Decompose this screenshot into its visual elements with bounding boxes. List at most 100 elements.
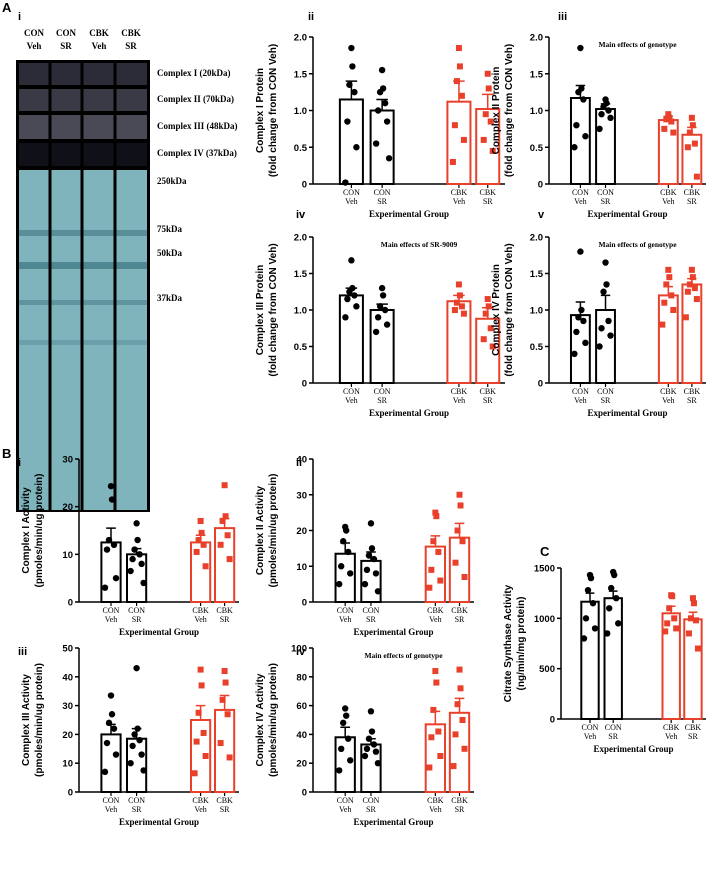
lane-label: CBK Veh [89, 28, 109, 51]
data-point [487, 118, 494, 125]
data-point [217, 541, 224, 548]
data-point [426, 764, 433, 771]
data-point [575, 88, 582, 96]
x-tick-label: CBK Veh [451, 387, 468, 405]
y-axis-label: (fold change from CON Veh) [504, 243, 515, 376]
marker-label: 75kDa [157, 224, 183, 234]
data-point [368, 728, 376, 735]
data-point [108, 711, 116, 718]
data-point [686, 129, 693, 136]
data-point [374, 760, 382, 767]
data-point [613, 595, 620, 602]
data-point [452, 559, 459, 566]
y-tick-label: 1000 [534, 614, 555, 625]
data-point [105, 536, 113, 544]
data-point [338, 745, 345, 752]
data-point [480, 336, 487, 343]
data-point [573, 328, 580, 336]
data-point [665, 111, 672, 118]
data-point [363, 566, 371, 574]
data-point [131, 731, 138, 738]
data-point [351, 88, 358, 96]
data-point [607, 332, 614, 339]
y-axis-label: Complex III Activity [21, 674, 32, 766]
data-point [484, 70, 491, 77]
y-tick-label: 1500 [534, 564, 555, 575]
data-point [376, 303, 384, 310]
x-tick-label: CBK SR [684, 387, 701, 405]
data-point [372, 570, 380, 577]
x-tick-label: CBK Veh [192, 606, 209, 624]
panel-label: iv [296, 646, 306, 658]
x-tick-label: CON Veh [337, 606, 354, 624]
data-point [688, 114, 695, 121]
data-point [662, 628, 669, 635]
data-point [661, 299, 668, 306]
panel-letter: B [2, 446, 11, 461]
data-point [110, 541, 118, 548]
data-point [485, 85, 492, 92]
data-point [385, 155, 393, 162]
data-point [688, 266, 695, 273]
data-point [191, 770, 198, 777]
x-tick-label: CON SR [128, 796, 145, 814]
data-point [430, 538, 437, 545]
data-point [367, 708, 375, 715]
data-point [195, 709, 202, 716]
panel-label: v [538, 209, 545, 221]
x-tick-label: CON SR [597, 188, 614, 206]
y-tick-label: 60 [296, 701, 307, 712]
y-tick-label: 20 [296, 526, 307, 537]
data-point [684, 144, 691, 151]
marker-label: 37kDa [157, 293, 183, 303]
x-tick-label: CBK SR [451, 606, 468, 624]
panel-letter: C [540, 544, 550, 559]
marker-label: 50kDa [157, 248, 183, 258]
data-point [370, 555, 378, 563]
data-point [372, 140, 380, 147]
data-point [687, 615, 694, 622]
data-point [138, 560, 145, 568]
data-point [571, 144, 578, 151]
data-point [691, 285, 698, 292]
data-point [666, 605, 673, 612]
y-tick-label: 1.0 [294, 306, 307, 317]
data-point [482, 310, 489, 317]
data-point [219, 696, 226, 703]
y-axis-label: (pmoles/min/ug protein) [34, 474, 45, 588]
data-point [381, 99, 389, 107]
data-point [342, 179, 349, 186]
data-point [346, 288, 353, 295]
y-tick-label: 1.0 [530, 306, 543, 317]
x-axis-label: Experimental Group [587, 408, 667, 418]
data-point [484, 296, 491, 303]
data-point [684, 288, 691, 295]
data-point [452, 731, 459, 738]
band-label: Complex III (48kDa) [157, 121, 238, 131]
data-point [689, 122, 696, 129]
data-point [577, 248, 584, 255]
data-point [605, 107, 612, 114]
data-point [221, 668, 228, 675]
data-point [200, 729, 207, 736]
annotation: Main effects of genotype [364, 651, 443, 660]
data-point [596, 125, 603, 133]
data-point [661, 125, 668, 132]
data-point [456, 63, 463, 70]
panel-label: i [18, 457, 21, 469]
y-axis-label: (fold change from CON Veh) [268, 243, 279, 376]
annotation: Main effects of genotype [598, 40, 677, 49]
data-point [485, 303, 492, 310]
y-tick-label: 1.5 [530, 69, 544, 80]
data-point [580, 96, 587, 103]
data-point [344, 295, 351, 303]
y-tick-label: 1.5 [294, 69, 308, 80]
data-point [458, 303, 465, 310]
data-point [365, 735, 373, 742]
data-point [456, 491, 463, 498]
data-point [456, 292, 463, 299]
data-point [136, 736, 143, 744]
band-label: Complex II (70kDa) [157, 94, 234, 104]
data-point [580, 635, 588, 642]
data-point [368, 545, 376, 552]
